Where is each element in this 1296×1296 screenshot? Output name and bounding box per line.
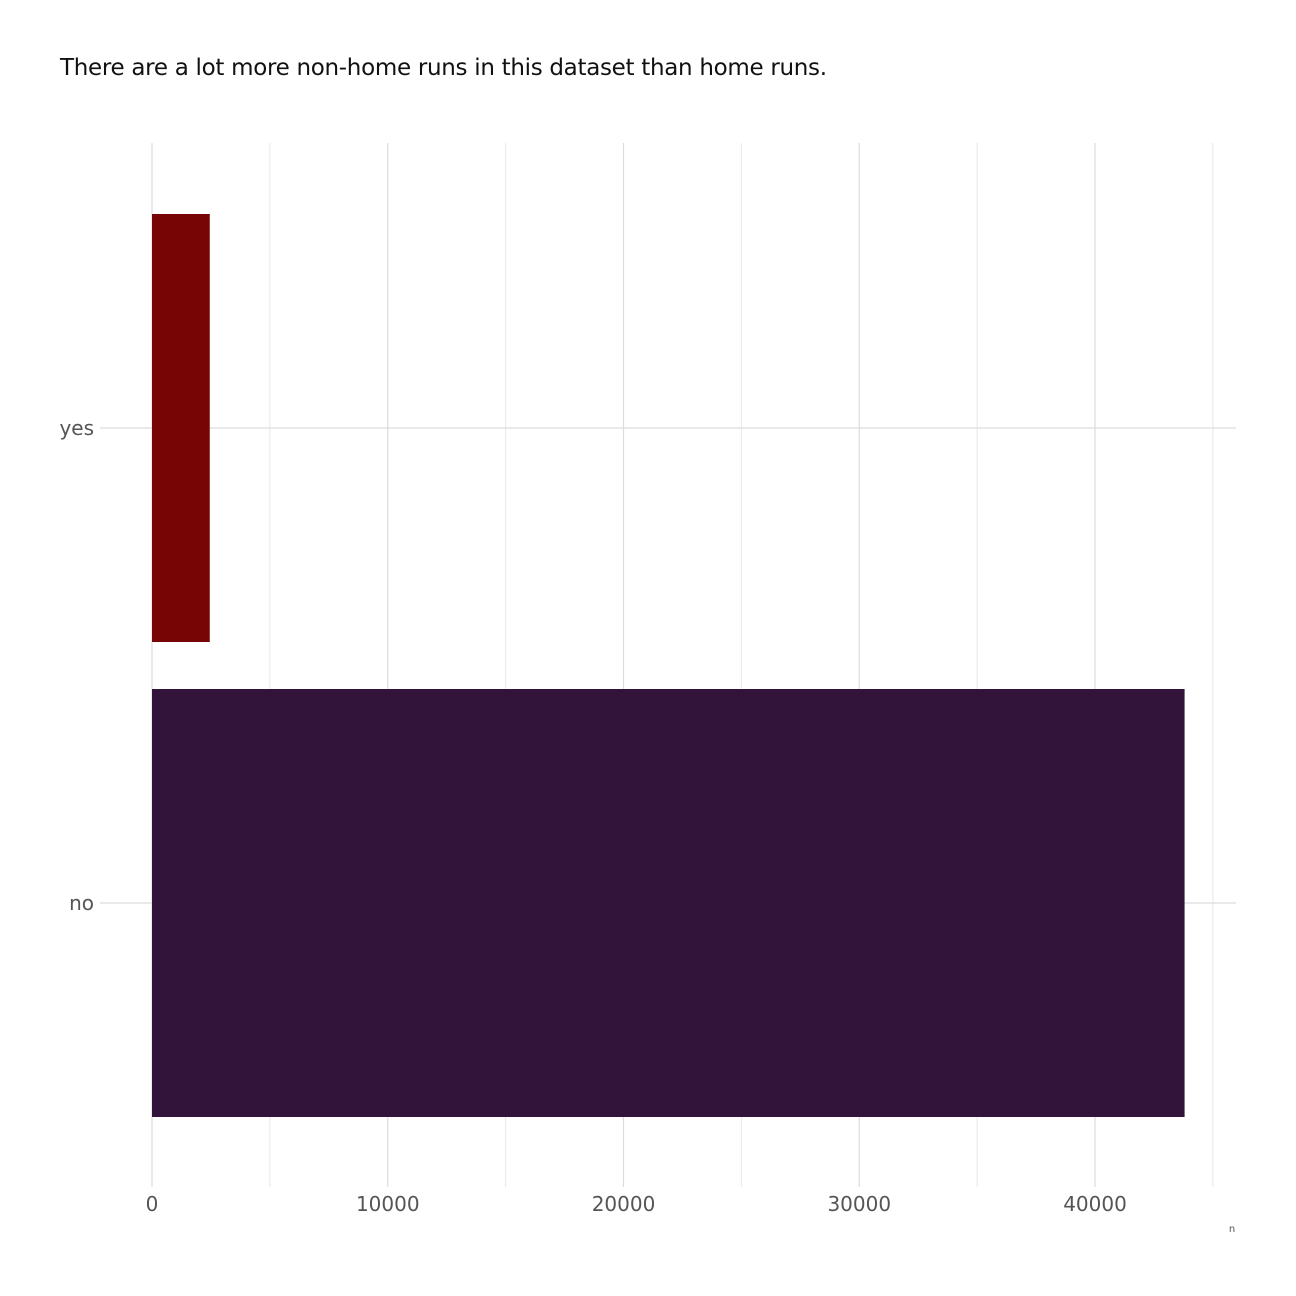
chart-title: There are a lot more non-home runs in th…: [60, 55, 827, 81]
y-axis-ticks: no yes: [59, 416, 94, 915]
x-axis-ticks: 0 10000 20000 30000 40000: [146, 1192, 1127, 1216]
y-tick-label: yes: [59, 416, 94, 440]
x-axis-title: n: [1229, 1224, 1235, 1235]
bar-layer: [152, 214, 1185, 1117]
x-tick-label: 40000: [1063, 1192, 1127, 1216]
x-tick-label: 0: [146, 1192, 159, 1216]
x-tick-label: 30000: [827, 1192, 891, 1216]
x-tick-label: 20000: [592, 1192, 656, 1216]
x-tick-label: 10000: [356, 1192, 420, 1216]
y-tick-label: no: [69, 891, 94, 915]
bar-no: [152, 689, 1185, 1117]
bar-yes: [152, 214, 210, 642]
